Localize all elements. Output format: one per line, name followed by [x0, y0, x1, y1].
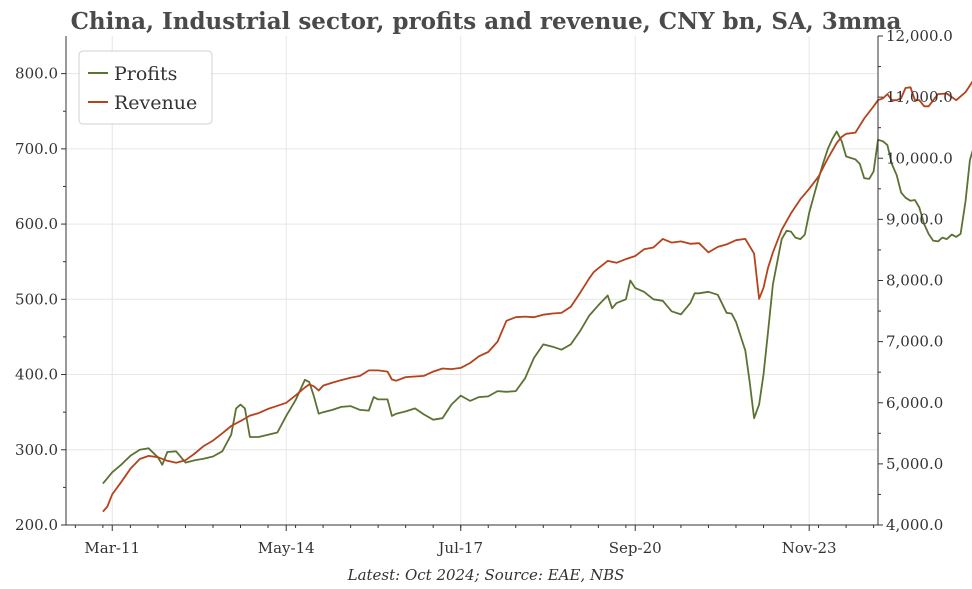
x-tick-label: Mar-11 [84, 539, 140, 557]
axis-layer: 200.0 300.0 400.0 500.0 600.0 700.0 800.0 4,000… [15, 27, 953, 557]
series-layer [102, 80, 972, 513]
chart-title: China, Industrial sector, profits and re… [70, 8, 902, 35]
y-left-tick-label: 700.0 [15, 140, 58, 158]
y-left-tick-label: 500.0 [15, 290, 58, 308]
legend: Profits Revenue [78, 50, 213, 125]
y-left-tick-label: 800.0 [15, 65, 58, 83]
x-tick-label: Nov-23 [782, 539, 837, 557]
y-right-tick-label: 8,000.0 [886, 272, 943, 290]
y-right-tick-label: 6,000.0 [886, 394, 943, 412]
x-tick-label: Sep-20 [609, 539, 662, 557]
y-right-tick-label: 5,000.0 [886, 455, 943, 473]
y-left-tick-label: 200.0 [15, 516, 58, 534]
y-right-tick-label: 4,000.0 [886, 516, 943, 534]
x-tick-label: May-14 [258, 539, 315, 557]
series-line-profits [102, 130, 972, 485]
y-left-tick-label: 400.0 [15, 366, 58, 384]
series-line-revenue [102, 80, 972, 513]
x-tick-label: Jul-17 [436, 539, 483, 557]
y-right-tick-label: 9,000.0 [886, 210, 943, 228]
chart-footer: Latest: Oct 2024; Source: EAE, NBS [347, 566, 625, 584]
y-right-tick-label: 11,000.0 [886, 88, 953, 106]
y-right-tick-label: 12,000.0 [886, 27, 953, 45]
legend-label-revenue: Revenue [114, 92, 197, 114]
legend-label-profits: Profits [114, 63, 177, 85]
y-left-tick-label: 600.0 [15, 215, 58, 233]
legend-box [78, 50, 213, 125]
y-right-tick-label: 7,000.0 [886, 333, 943, 351]
y-right-tick-label: 10,000.0 [886, 149, 953, 167]
y-left-tick-label: 300.0 [15, 441, 58, 459]
